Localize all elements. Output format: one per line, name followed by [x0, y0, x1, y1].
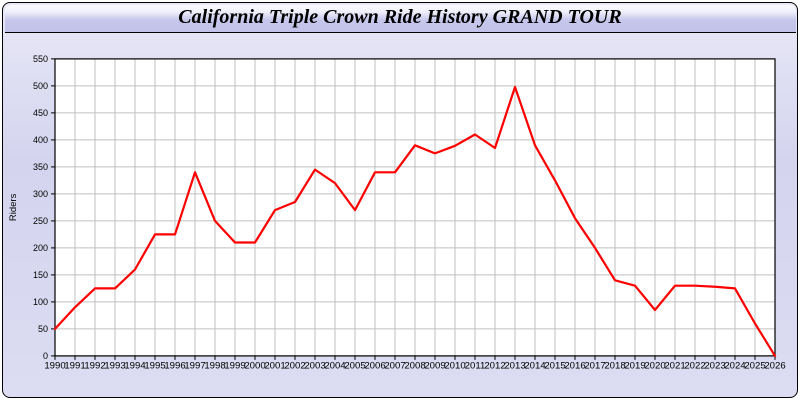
svg-text:2013: 2013	[504, 360, 525, 371]
svg-text:1994: 1994	[124, 360, 146, 371]
svg-text:Riders: Riders	[8, 193, 19, 221]
svg-text:2021: 2021	[664, 360, 685, 371]
svg-text:2012: 2012	[484, 360, 505, 371]
svg-text:2005: 2005	[344, 360, 365, 371]
svg-text:100: 100	[33, 296, 48, 306]
svg-text:2002: 2002	[284, 360, 305, 371]
svg-text:2020: 2020	[644, 360, 665, 371]
svg-text:2001: 2001	[264, 360, 285, 371]
svg-text:2003: 2003	[304, 360, 325, 371]
svg-text:1998: 1998	[204, 360, 225, 371]
svg-text:2004: 2004	[324, 360, 346, 371]
svg-text:550: 550	[33, 53, 48, 63]
svg-text:2026: 2026	[764, 360, 785, 371]
svg-text:1995: 1995	[144, 360, 165, 371]
svg-text:2019: 2019	[624, 360, 645, 371]
svg-text:1999: 1999	[224, 360, 245, 371]
svg-text:2006: 2006	[364, 360, 385, 371]
svg-text:200: 200	[33, 242, 48, 252]
svg-text:2023: 2023	[704, 360, 725, 371]
svg-text:2000: 2000	[244, 360, 265, 371]
svg-text:1991: 1991	[64, 360, 85, 371]
svg-text:2025: 2025	[744, 360, 765, 371]
svg-text:2009: 2009	[424, 360, 445, 371]
svg-text:50: 50	[38, 323, 48, 333]
svg-text:1990: 1990	[44, 360, 65, 371]
svg-text:1997: 1997	[184, 360, 205, 371]
svg-text:1992: 1992	[84, 360, 105, 371]
svg-text:2014: 2014	[524, 360, 546, 371]
svg-text:0: 0	[43, 350, 48, 360]
svg-text:150: 150	[33, 269, 48, 279]
svg-text:2022: 2022	[684, 360, 705, 371]
svg-text:2018: 2018	[604, 360, 625, 371]
svg-text:2007: 2007	[384, 360, 405, 371]
svg-text:2017: 2017	[584, 360, 605, 371]
svg-text:1993: 1993	[104, 360, 125, 371]
svg-text:2010: 2010	[444, 360, 465, 371]
svg-text:300: 300	[33, 188, 48, 198]
svg-text:2024: 2024	[724, 360, 746, 371]
svg-text:250: 250	[33, 215, 48, 225]
svg-text:350: 350	[33, 161, 48, 171]
svg-text:400: 400	[33, 134, 48, 144]
svg-text:2015: 2015	[544, 360, 565, 371]
svg-text:500: 500	[33, 80, 48, 90]
svg-text:1996: 1996	[164, 360, 185, 371]
svg-text:2008: 2008	[404, 360, 425, 371]
svg-text:2016: 2016	[564, 360, 585, 371]
svg-text:450: 450	[33, 107, 48, 117]
svg-text:2011: 2011	[465, 360, 486, 371]
